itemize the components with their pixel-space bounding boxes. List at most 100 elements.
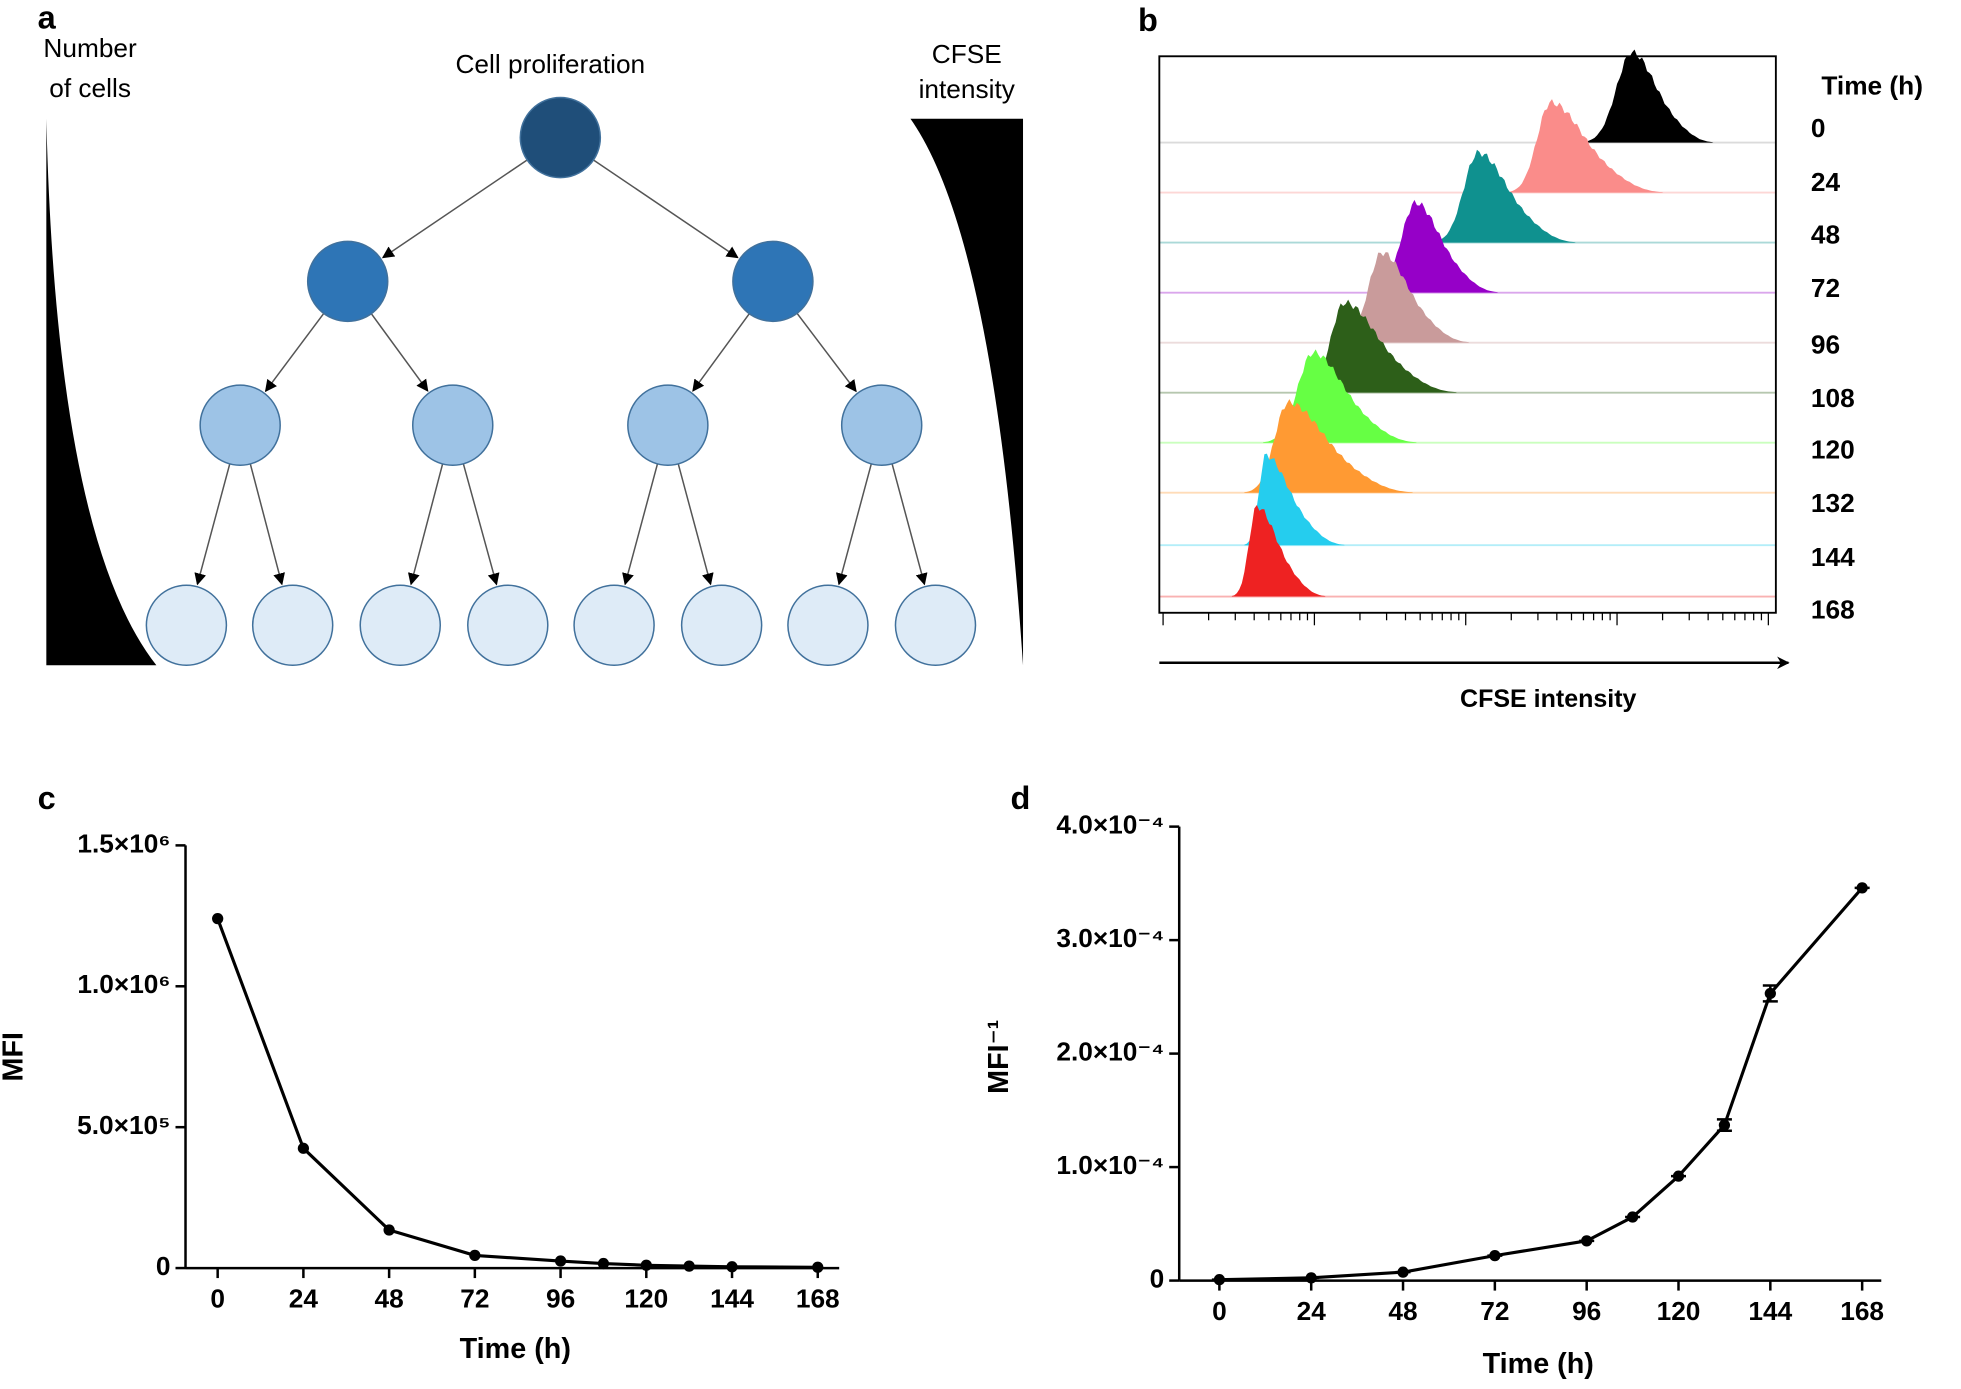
y-axis-label: MFI [0,1032,30,1081]
point [1626,1211,1639,1223]
legend-title: Time (h) [1821,70,1923,100]
panel-letter: c [38,780,56,816]
legend-label: 24 [1811,167,1841,197]
legend-label: 96 [1811,329,1840,359]
histogram [1244,453,1345,546]
right-label: intensity [919,74,1016,104]
frame [1158,55,1777,614]
cell [199,384,281,466]
x-tick-label: 144 [710,1284,754,1314]
diagram-title: Cell proliferation [455,49,645,79]
line [1219,886,1864,1282]
point [683,1260,695,1272]
arrow [462,463,500,586]
point [297,1142,310,1154]
y-tick-label: 4.0×10⁻⁴ [1056,810,1164,840]
x-axis-label: Time (h) [1483,1348,1594,1380]
cell [359,584,442,667]
right-label: CFSE [932,39,1002,69]
x-tick-label: 96 [1572,1296,1601,1326]
histogram [1582,49,1714,143]
arrow [249,463,285,586]
arrow [264,312,325,393]
point [640,1259,652,1271]
histogram [1300,299,1457,393]
point [383,1224,395,1236]
wedge [46,118,157,666]
point [1213,1274,1226,1286]
x-tick-label: 24 [289,1284,319,1314]
line [216,918,818,1269]
arrow [370,313,429,392]
point [212,913,224,925]
arrow [622,463,659,586]
x-tick-label: 96 [546,1284,575,1314]
histogram [1431,149,1576,243]
tree [145,96,977,667]
charts: c 0 5.0×10⁵ 1.0×10⁶ 1.5×10⁶ 0 24 48 72 96 120 144 16… [0,780,1884,1380]
x-tick-label: 168 [796,1284,840,1314]
point [726,1261,738,1273]
point [1764,987,1776,1000]
x-tick-label: 168 [1840,1296,1884,1326]
legend-label: 168 [1811,594,1855,624]
histogram [1369,199,1499,293]
point [1672,1170,1685,1182]
x-tick-label: 72 [460,1284,489,1314]
histogram [1338,252,1470,343]
arrow [835,463,873,586]
x-tick-label: 0 [210,1284,225,1314]
legend-label: 120 [1811,434,1855,464]
panel-letter: b [1138,2,1158,38]
y-axis-label: MFI⁻¹ [983,1020,1015,1094]
y-tick-label: 0 [156,1251,171,1281]
cell [519,96,602,179]
cell [732,240,814,323]
arrow [891,463,928,586]
legend-label: 132 [1811,488,1855,518]
point [1718,1119,1731,1131]
legend-label: 0 [1811,113,1826,143]
y-tick-label: 3.0×10⁻⁴ [1056,923,1164,953]
arrow [677,463,714,586]
arrow [194,463,231,586]
histogram [1231,504,1326,597]
x-tick-label: 72 [1480,1296,1509,1326]
cell [680,584,763,667]
point [1856,882,1868,894]
point [1397,1266,1409,1278]
wedge [910,118,1024,666]
cell [840,384,923,466]
cell [787,584,869,667]
cell [627,384,709,466]
cell [251,584,334,667]
legend-label: 72 [1811,273,1840,303]
x-tick-label: 48 [375,1284,404,1314]
cell [573,584,655,667]
arrow [381,159,528,259]
point [1305,1272,1317,1284]
arrow [593,159,739,259]
y-tick-label: 1.0×10⁶ [77,969,170,999]
x-axis-label: Time (h) [460,1333,571,1365]
cell [467,584,549,667]
legend-label: 108 [1811,383,1855,413]
cell [306,240,389,323]
histograms [1159,49,1776,626]
cell [145,584,228,667]
point [597,1257,610,1270]
point [812,1261,824,1273]
y-tick-label: 1.5×10⁶ [77,828,170,858]
x-tick-label: 120 [624,1284,668,1314]
x-tick-label: 24 [1297,1296,1327,1326]
arrow [407,463,444,586]
cell [894,584,977,667]
point [554,1255,567,1267]
left-label: of cells [49,73,131,103]
panel-letter: a [38,0,57,36]
x-tick-label: 0 [1212,1296,1227,1326]
arrow [796,312,857,393]
left-label: Number [43,33,137,63]
